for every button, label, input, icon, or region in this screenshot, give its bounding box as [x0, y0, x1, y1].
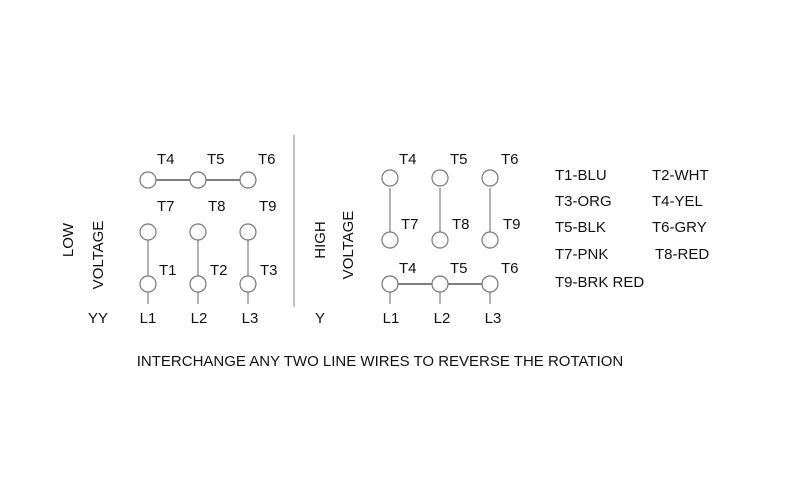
- legend-item: T5-BLK: [555, 219, 606, 236]
- terminal-label: T2: [210, 262, 228, 279]
- terminal-label: T6: [501, 151, 519, 168]
- terminal-label: T5: [450, 151, 468, 168]
- terminal: [239, 223, 257, 241]
- line-label: L3: [242, 310, 259, 327]
- legend-item: T3-ORG: [555, 193, 612, 210]
- legend-item: T8-RED: [655, 246, 709, 263]
- low-voltage-title: VOLTAGE: [90, 221, 107, 290]
- terminal: [381, 231, 399, 249]
- terminal: [381, 169, 399, 187]
- terminal: [481, 169, 499, 187]
- terminal: [481, 275, 499, 293]
- terminal-label: T1: [159, 262, 177, 279]
- terminal: [139, 223, 157, 241]
- legend-item: T1-BLU: [555, 167, 607, 184]
- terminal: [139, 275, 157, 293]
- terminal: [381, 275, 399, 293]
- legend-item: T9-BRK RED: [555, 274, 644, 291]
- terminal-label: T3: [260, 262, 278, 279]
- wire-color-legend: T1-BLU T2-WHT T3-ORG T4-YEL T5-BLK T6-GR…: [555, 167, 709, 291]
- legend-item: T6-GRY: [652, 219, 707, 236]
- low-voltage-diagram: LOW VOLTAGE YY T4 T5 T6 T7 T8 T9 T1 T2 T…: [60, 151, 278, 327]
- terminal-label: T9: [503, 216, 521, 233]
- high-connection-label: Y: [315, 310, 325, 327]
- terminal: [189, 171, 207, 189]
- line-label: L3: [485, 310, 502, 327]
- terminal-label: T8: [452, 216, 470, 233]
- terminal-label: T9: [259, 198, 277, 215]
- terminal: [431, 275, 449, 293]
- line-label: L2: [434, 310, 451, 327]
- terminal-label: T4: [157, 151, 175, 168]
- terminal-label: T6: [501, 260, 519, 277]
- low-connection-label: YY: [88, 310, 108, 327]
- line-label: L1: [383, 310, 400, 327]
- line-label: L2: [191, 310, 208, 327]
- rotation-note: INTERCHANGE ANY TWO LINE WIRES TO REVERS…: [137, 353, 623, 370]
- line-label: L1: [140, 310, 157, 327]
- legend-item: T2-WHT: [652, 167, 709, 184]
- terminal-label: T7: [157, 198, 175, 215]
- terminal-label: T8: [208, 198, 226, 215]
- terminal: [431, 169, 449, 187]
- legend-item: T7-PNK: [555, 246, 608, 263]
- low-title: LOW: [60, 222, 77, 257]
- terminal: [431, 231, 449, 249]
- terminal: [239, 275, 257, 293]
- terminal: [481, 231, 499, 249]
- terminal: [189, 223, 207, 241]
- terminal-label: T5: [450, 260, 468, 277]
- terminal: [189, 275, 207, 293]
- high-voltage-diagram: HIGH VOLTAGE Y T4 T5 T6 T7 T8 T9 T4 T5 T…: [312, 151, 521, 327]
- terminal-label: T5: [207, 151, 225, 168]
- terminal-label: T4: [399, 151, 417, 168]
- high-title: HIGH: [312, 221, 329, 259]
- legend-item: T4-YEL: [652, 193, 703, 210]
- terminal-label: T6: [258, 151, 276, 168]
- terminal-label: T7: [401, 216, 419, 233]
- terminal: [139, 171, 157, 189]
- high-voltage-title: VOLTAGE: [340, 211, 357, 280]
- terminal: [239, 171, 257, 189]
- terminal-label: T4: [399, 260, 417, 277]
